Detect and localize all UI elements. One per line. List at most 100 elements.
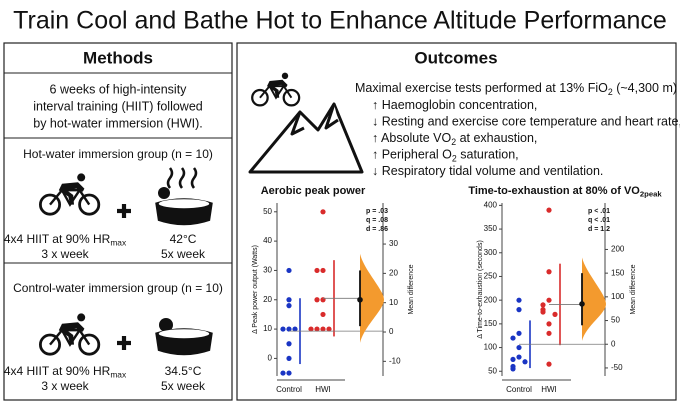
temperature: 34.5°C xyxy=(165,364,202,378)
data-point xyxy=(292,326,298,332)
data-point xyxy=(286,355,292,362)
data-point xyxy=(516,354,522,360)
mountain-icon xyxy=(248,102,364,174)
y-tick-label: 20 xyxy=(263,295,272,304)
data-point xyxy=(286,303,292,309)
data-point xyxy=(546,269,552,275)
y2-tick-label: 30 xyxy=(389,239,398,248)
data-point xyxy=(286,297,292,303)
data-point xyxy=(286,267,292,274)
cyclist-icon xyxy=(38,172,101,216)
title: Train Cool and Bathe Hot to Enhance Alti… xyxy=(13,7,667,35)
text-run: Maximal exercise tests performed at 13% … xyxy=(355,81,608,95)
head-icon xyxy=(159,318,173,332)
description: by hot-water immersion (HWI). xyxy=(33,116,202,130)
y-tick-label: 50 xyxy=(488,366,497,375)
plus-icon xyxy=(117,336,131,350)
group-label: Control-water immersion group (n = 10) xyxy=(13,281,223,295)
text-run: saturation, xyxy=(457,148,519,162)
effect-item: ↑ Peripheral O2 saturation, xyxy=(372,148,519,164)
data-point xyxy=(286,370,292,376)
y2-tick-label: -10 xyxy=(389,356,401,365)
text-run: 4x4 HIIT at 90% HR xyxy=(4,364,111,378)
statistic: d = .86 xyxy=(366,226,388,233)
data-point xyxy=(286,341,292,347)
y2-tick-label: 100 xyxy=(611,292,625,301)
x-tick-label: HWI xyxy=(541,385,557,394)
cyclist-icon xyxy=(251,72,301,107)
text-run: Time-to-exhaustion at 80% of VO xyxy=(468,185,640,197)
mean-difference xyxy=(357,296,363,303)
data-point xyxy=(308,326,314,332)
outcomes-panel xyxy=(236,42,677,401)
data-point xyxy=(314,326,320,332)
data-point xyxy=(516,297,522,303)
data-point xyxy=(546,207,552,213)
cyclist-icon xyxy=(38,312,101,356)
statistic: d = 1.2 xyxy=(588,226,610,233)
y2-tick-label: 0 xyxy=(389,327,394,336)
data-point xyxy=(552,311,558,317)
y-tick-label: 100 xyxy=(484,343,498,352)
text-run: (~4,300 m) xyxy=(613,81,677,95)
y2-tick-label: 50 xyxy=(611,316,620,325)
data-point xyxy=(546,330,552,336)
data-point xyxy=(320,209,326,215)
data-point xyxy=(320,267,326,274)
steam-icon xyxy=(166,167,198,189)
group-label: Hot-water immersion group (n = 10) xyxy=(23,147,213,161)
y-tick-label: 400 xyxy=(484,200,498,209)
y2-tick-label: 0 xyxy=(611,339,616,348)
bath-freq: 5x week xyxy=(161,379,206,393)
data-point xyxy=(510,335,516,341)
text-run: ↑ Haemoglobin concentration, xyxy=(372,98,537,112)
data-point xyxy=(540,309,546,315)
chart-title: Aerobic peak power xyxy=(261,185,366,197)
data-point xyxy=(546,361,552,367)
data-point xyxy=(510,366,516,372)
data-point xyxy=(286,326,292,332)
data-point xyxy=(516,307,522,313)
group-box xyxy=(3,262,233,401)
subscript: 2peak xyxy=(640,189,663,198)
data-point xyxy=(540,302,546,308)
y-tick-label: 150 xyxy=(484,319,498,328)
data-point xyxy=(516,330,522,336)
statistic: q = .08 xyxy=(366,217,388,224)
statistic: q < .01 xyxy=(588,217,610,224)
y-tick-label: 50 xyxy=(263,207,272,216)
training: 4x4 HIIT at 90% HRmax xyxy=(4,364,127,380)
x-tick-label: Control xyxy=(506,385,532,394)
chart-title: Time-to-exhaustion at 80% of VO2peak xyxy=(468,185,662,198)
y-tick-label: 10 xyxy=(263,324,272,333)
data-point xyxy=(546,297,552,303)
tub-icon xyxy=(155,328,213,356)
methods-heading: Methods xyxy=(83,48,153,67)
description: interval training (HIIT) followed xyxy=(33,99,203,113)
data-point xyxy=(320,326,326,332)
y-tick-label: 40 xyxy=(263,236,272,245)
training: 4x4 HIIT at 90% HRmax xyxy=(4,232,127,248)
data-point xyxy=(546,321,552,327)
text-run: ↑ Peripheral O xyxy=(372,148,452,162)
y-tick-label: 300 xyxy=(484,248,498,257)
mean-difference xyxy=(579,301,585,307)
data-point xyxy=(314,297,320,303)
outcomes-heading: Outcomes xyxy=(414,48,497,67)
x-tick-label: HWI xyxy=(315,385,331,394)
effect-item: ↑ Absolute VO2 at exhaustion, xyxy=(372,131,537,147)
effect-item: ↓ Resting and exercise core temperature … xyxy=(372,115,680,129)
data-point xyxy=(280,326,286,332)
x-tick-label: Control xyxy=(276,385,302,394)
text-run: 4x4 HIIT at 90% HR xyxy=(4,232,111,246)
subscript: max xyxy=(110,370,127,380)
effect-item: ↓ Respiratory tidal volume and ventilati… xyxy=(372,164,603,178)
y-axis-label: Δ Time-to-exhaustion (seconds) xyxy=(477,240,484,339)
text-run: ↑ Absolute VO xyxy=(372,131,451,145)
y-tick-label: 0 xyxy=(268,354,273,363)
y2-axis-label: Mean difference xyxy=(408,264,415,314)
y2-tick-label: 20 xyxy=(389,268,398,277)
text-run: ↓ Resting and exercise core temperature … xyxy=(372,115,680,129)
temperature: 42°C xyxy=(170,232,197,246)
